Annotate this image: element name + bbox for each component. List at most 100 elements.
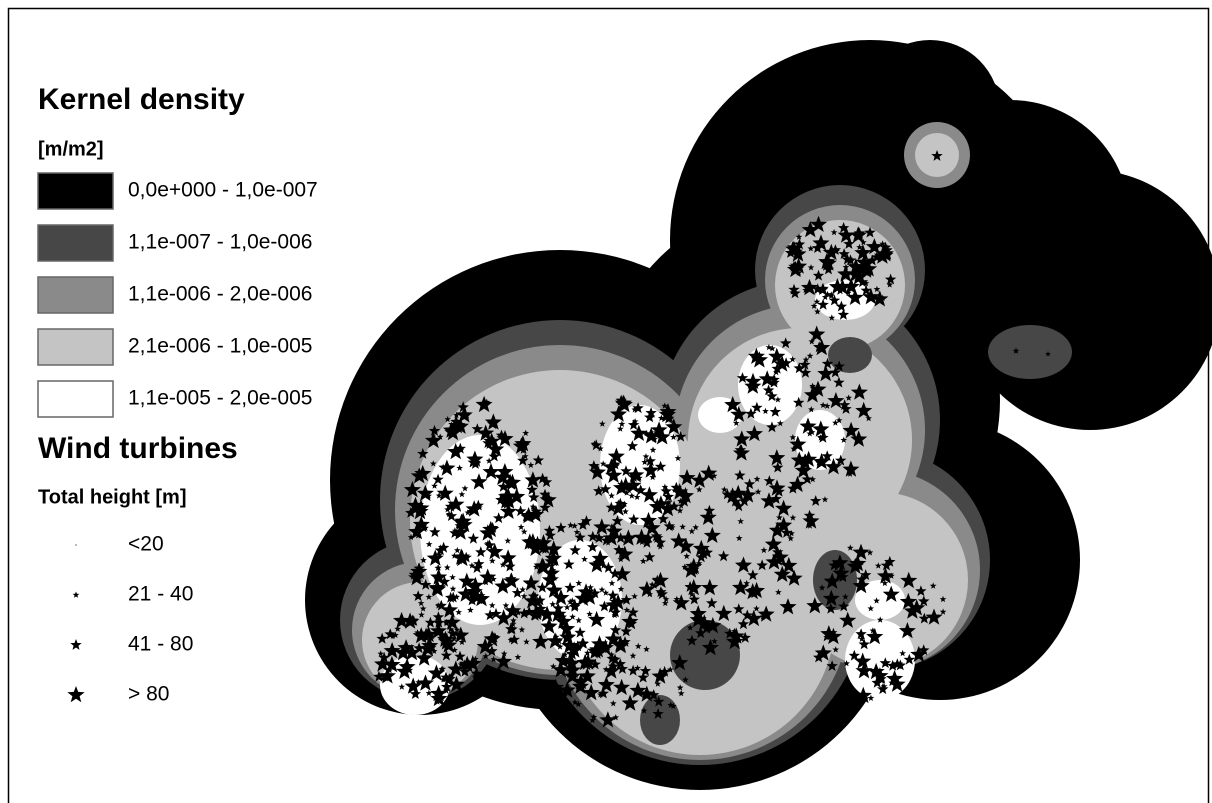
turbine [860, 284, 872, 296]
turbine [739, 631, 751, 643]
turbine [908, 599, 926, 616]
turbine [589, 658, 601, 670]
turbine [482, 652, 490, 660]
turbine [668, 524, 676, 531]
turbine [487, 440, 505, 457]
turbine [703, 526, 721, 543]
turbine [448, 671, 456, 679]
turbine [881, 579, 889, 587]
turbine [623, 606, 631, 613]
turbine [865, 414, 872, 422]
turbine [487, 418, 499, 429]
turbine [677, 502, 685, 509]
turbine [845, 289, 852, 296]
turbine [840, 436, 848, 443]
turbine [568, 597, 576, 604]
turbine [544, 549, 562, 566]
turbine [613, 544, 625, 555]
turbine [882, 585, 900, 602]
turbine [679, 523, 686, 530]
turbine [507, 636, 515, 643]
turbine [813, 298, 821, 305]
turbine [806, 597, 824, 614]
turbine [544, 529, 556, 541]
turbine [939, 595, 947, 603]
turbine [378, 651, 390, 663]
turbine [377, 650, 385, 657]
turbine [438, 633, 456, 650]
turbine [789, 514, 797, 521]
turbine [877, 683, 889, 695]
turbine [846, 288, 864, 305]
turbine [876, 616, 884, 623]
turbine [472, 499, 484, 511]
turbine [629, 652, 637, 659]
turbine [531, 596, 544, 608]
turbine [491, 549, 498, 556]
turbine [572, 640, 584, 652]
turbine [599, 460, 607, 467]
turbine [853, 227, 866, 239]
turbine [434, 544, 447, 556]
turbine [417, 599, 425, 607]
turbine [464, 509, 472, 516]
turbine [407, 533, 415, 541]
density-map [305, 40, 1212, 790]
turbine [418, 611, 425, 618]
turbine [444, 500, 457, 512]
turbine [479, 524, 497, 541]
turbine [630, 424, 648, 441]
turbine [869, 627, 877, 634]
turbine [500, 650, 508, 657]
turbine [633, 528, 651, 545]
turbine [661, 402, 669, 409]
turbine [631, 593, 638, 600]
turbine [518, 626, 526, 633]
turbine [456, 464, 463, 471]
turbine [634, 664, 641, 671]
turbine [860, 569, 872, 580]
turbine [540, 476, 553, 488]
turbine [615, 394, 627, 406]
turbine [1012, 347, 1020, 354]
turbine [900, 571, 918, 589]
turbine [763, 475, 776, 486]
turbine [412, 499, 430, 516]
turbine [517, 523, 525, 530]
turbine [835, 300, 848, 312]
turbine [715, 604, 733, 621]
turbine [598, 600, 611, 612]
turbine [582, 683, 600, 701]
turbine [835, 454, 847, 466]
turbine [638, 580, 656, 597]
turbine [768, 347, 786, 364]
turbine [451, 646, 458, 653]
turbine [453, 593, 460, 600]
turbine [563, 603, 571, 611]
turbine [768, 449, 786, 466]
turbine [454, 650, 466, 662]
turbine [837, 226, 855, 243]
turbine [726, 632, 744, 650]
turbine [850, 430, 868, 447]
turbine [799, 366, 812, 378]
turbine [871, 290, 889, 307]
turbine [918, 644, 930, 656]
turbine [787, 535, 794, 542]
turbine [813, 651, 825, 663]
turbine [768, 521, 786, 538]
turbine [661, 599, 669, 607]
turbine [620, 465, 632, 476]
turbine [431, 482, 438, 489]
turbine [555, 611, 567, 623]
turbine [891, 658, 904, 670]
turbine [730, 405, 748, 422]
turbine [640, 486, 658, 503]
turbine [428, 579, 446, 596]
turbine [627, 664, 639, 676]
turbine [886, 281, 894, 288]
turbine [581, 555, 588, 563]
turbine [619, 529, 637, 546]
turbine [414, 532, 422, 539]
turbine [379, 675, 387, 682]
